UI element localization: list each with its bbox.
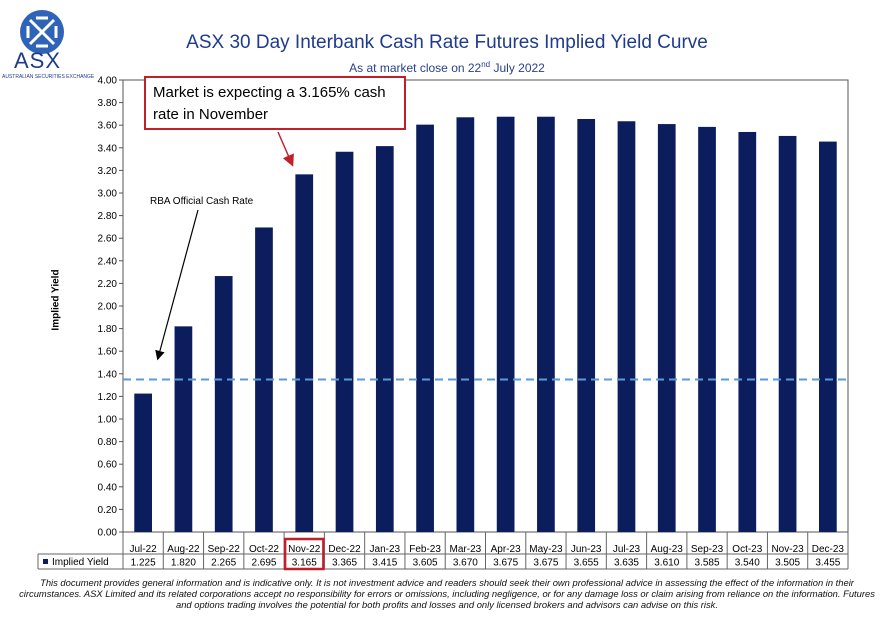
- disclaimer-text: This document provides general informati…: [19, 577, 875, 610]
- legend-label: Implied Yield: [52, 557, 109, 568]
- chart-subtitle: As at market close on 22nd July 2022: [0, 60, 894, 75]
- x-tick-label: Aug-23: [651, 544, 684, 555]
- data-label: 3.635: [614, 558, 639, 569]
- bar: [617, 121, 636, 533]
- bar: [174, 326, 193, 532]
- bar: [698, 126, 716, 533]
- data-label: 1.820: [171, 558, 196, 569]
- bar: [456, 117, 475, 532]
- y-tick-label: 0.00: [98, 528, 118, 539]
- data-label: 3.605: [413, 558, 438, 569]
- market-expectation-callout: Market is expecting a 3.165% cash rate i…: [144, 76, 406, 130]
- y-tick-label: 2.80: [98, 211, 118, 222]
- y-tick-label: 2.20: [98, 279, 118, 290]
- data-label: 1.225: [131, 558, 156, 569]
- x-tick-label: Nov-23: [771, 544, 804, 555]
- x-tick-label: Apr-23: [491, 544, 521, 555]
- y-tick-label: 1.60: [98, 347, 118, 358]
- data-label: 3.670: [453, 558, 478, 569]
- data-label: 3.365: [332, 558, 357, 569]
- y-tick-label: 0.60: [98, 460, 118, 471]
- callout-arrow: [277, 131, 294, 167]
- data-label: 3.675: [533, 558, 558, 569]
- subtitle-suffix: July 2022: [490, 61, 545, 75]
- y-tick-label: 2.00: [98, 302, 118, 313]
- x-tick-label: Sep-22: [208, 544, 241, 555]
- data-label: 3.655: [574, 558, 599, 569]
- subtitle-sup: nd: [481, 60, 491, 69]
- bar: [577, 118, 596, 533]
- y-tick-label: 2.60: [98, 234, 118, 245]
- data-label: 3.610: [654, 558, 679, 569]
- rba-annotation-arrow: [155, 209, 199, 361]
- bar: [496, 116, 515, 532]
- y-tick-label: 3.40: [98, 143, 118, 154]
- logo-name: ASX: [14, 48, 62, 73]
- x-tick-label: Nov-22: [288, 544, 321, 555]
- y-tick-label: 3.80: [98, 98, 118, 109]
- data-label: 3.675: [493, 558, 518, 569]
- data-label: 2.265: [211, 558, 236, 569]
- y-tick-label: 3.60: [98, 121, 118, 132]
- x-tick-label: Dec-23: [812, 544, 845, 555]
- subtitle-prefix: As at market close on 22: [349, 61, 482, 75]
- bar: [416, 124, 434, 532]
- bar: [295, 174, 314, 533]
- x-tick-label: May-23: [529, 544, 563, 555]
- y-tick-label: 4.00: [98, 76, 118, 87]
- legend-swatch: [43, 559, 48, 564]
- bar: [657, 124, 676, 532]
- bar: [335, 151, 354, 532]
- asx-logo-icon: [20, 10, 64, 54]
- bar: [819, 141, 837, 532]
- x-tick-label: Oct-22: [249, 544, 279, 555]
- bar: [375, 146, 394, 533]
- y-tick-label: 0.40: [98, 482, 118, 493]
- x-tick-label: Jul-23: [613, 544, 641, 555]
- bar: [255, 227, 273, 532]
- data-label: 2.695: [251, 558, 276, 569]
- y-tick-label: 3.20: [98, 166, 118, 177]
- data-label: 3.585: [695, 558, 720, 569]
- y-tick-label: 3.00: [98, 189, 118, 200]
- y-tick-label: 1.00: [98, 415, 118, 426]
- data-label: 3.455: [815, 558, 840, 569]
- bar: [214, 276, 233, 532]
- y-tick-label: 0.80: [98, 437, 118, 448]
- x-tick-label: Dec-22: [328, 544, 361, 555]
- y-axis-label: Implied Yield: [50, 269, 62, 331]
- bar: [738, 131, 757, 533]
- bar: [537, 116, 555, 532]
- highlight-box: [283, 537, 325, 571]
- data-label: 3.415: [372, 558, 397, 569]
- rba-cash-rate-label: RBA Official Cash Rate: [150, 196, 254, 207]
- x-tick-label: Aug-22: [167, 544, 200, 555]
- x-tick-label: Jun-23: [571, 544, 602, 555]
- x-tick-label: Sep-23: [691, 544, 724, 555]
- y-tick-label: 1.40: [98, 369, 118, 380]
- x-tick-label: Jan-23: [370, 544, 401, 555]
- bar: [134, 393, 152, 532]
- x-tick-label: Oct-23: [732, 544, 762, 555]
- logo-subtitle: AUSTRALIAN SECURITIES EXCHANGE: [2, 74, 95, 80]
- x-tick-label: Mar-23: [450, 544, 482, 555]
- y-tick-label: 1.80: [98, 324, 118, 335]
- y-tick-label: 1.20: [98, 392, 118, 403]
- chart-title: ASX 30 Day Interbank Cash Rate Futures I…: [186, 32, 708, 53]
- data-label: 3.165: [292, 558, 317, 569]
- y-tick-label: 0.20: [98, 505, 118, 516]
- x-tick-label: Jul-22: [130, 544, 158, 555]
- data-label: 3.505: [775, 558, 800, 569]
- x-tick-label: Feb-23: [409, 544, 441, 555]
- data-label: 3.540: [735, 558, 760, 569]
- bar: [778, 135, 797, 532]
- y-tick-label: 2.40: [98, 256, 118, 267]
